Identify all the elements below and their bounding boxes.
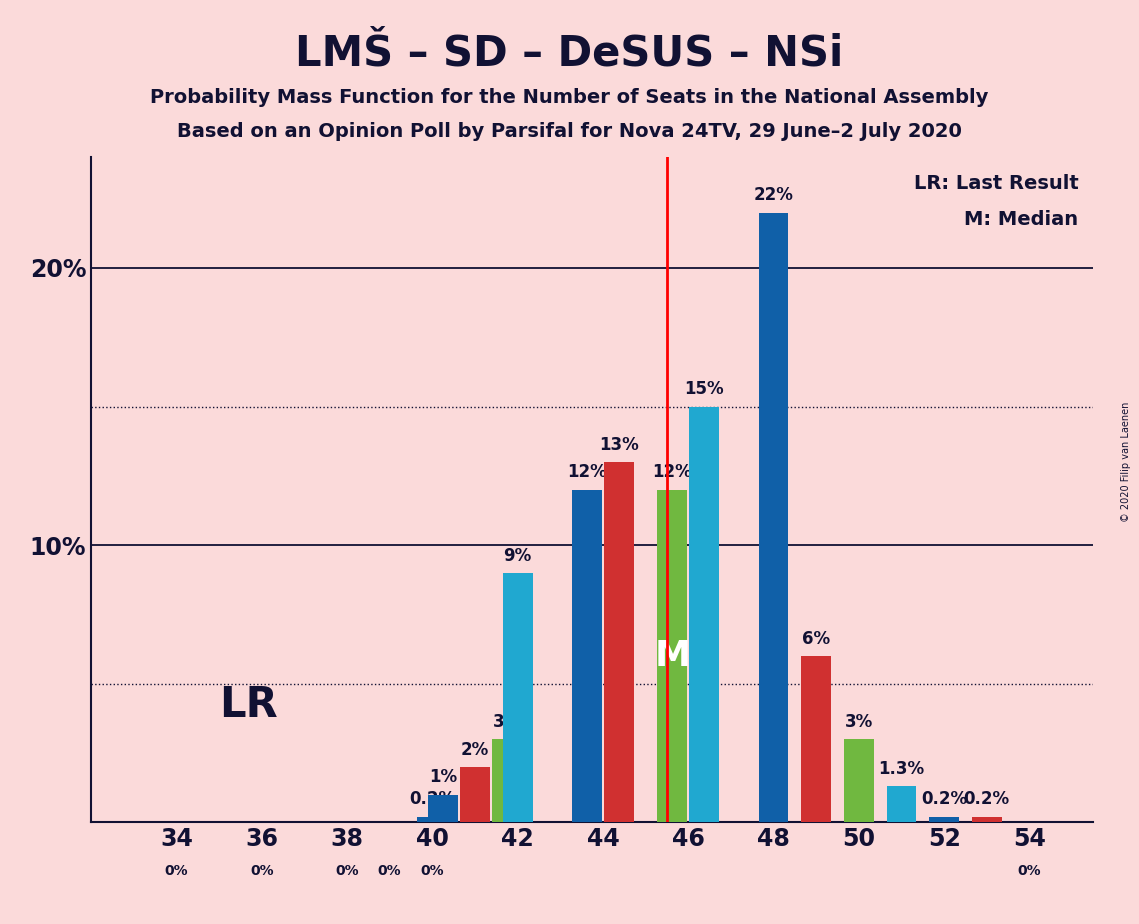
Bar — [417, 817, 448, 822]
Bar — [759, 213, 788, 822]
Bar — [972, 817, 1001, 822]
Text: 0%: 0% — [420, 864, 444, 878]
Text: 0.2%: 0.2% — [964, 791, 1010, 808]
Text: 15%: 15% — [685, 381, 724, 398]
Text: 3%: 3% — [845, 713, 872, 731]
Text: 0%: 0% — [1017, 864, 1041, 878]
Text: M: M — [654, 639, 690, 673]
Text: 12%: 12% — [567, 464, 607, 481]
Bar — [657, 490, 687, 822]
Bar — [801, 656, 831, 822]
Text: 3%: 3% — [493, 713, 522, 731]
Text: Probability Mass Function for the Number of Seats in the National Assembly: Probability Mass Function for the Number… — [150, 88, 989, 107]
Bar — [604, 462, 634, 822]
Text: 1%: 1% — [429, 769, 457, 786]
Bar — [428, 795, 458, 822]
Text: 0.2%: 0.2% — [921, 791, 967, 808]
Text: LR: LR — [219, 684, 278, 726]
Bar — [844, 739, 874, 822]
Text: 22%: 22% — [754, 187, 794, 204]
Bar — [886, 786, 917, 822]
Text: M: Median: M: Median — [965, 211, 1079, 229]
Text: 0%: 0% — [165, 864, 188, 878]
Text: LR: Last Result: LR: Last Result — [913, 174, 1079, 193]
Text: 0.2%: 0.2% — [409, 791, 456, 808]
Text: 1.3%: 1.3% — [878, 760, 925, 778]
Text: 6%: 6% — [802, 630, 830, 648]
Text: 2%: 2% — [461, 741, 489, 759]
Text: LMŠ – SD – DeSUS – NSi: LMŠ – SD – DeSUS – NSi — [295, 32, 844, 74]
Bar — [460, 767, 490, 822]
Text: 13%: 13% — [599, 436, 639, 454]
Text: 12%: 12% — [653, 464, 693, 481]
Bar — [492, 739, 522, 822]
Bar — [929, 817, 959, 822]
Bar — [502, 573, 533, 822]
Text: 0%: 0% — [335, 864, 359, 878]
Text: 9%: 9% — [503, 547, 532, 565]
Text: 0%: 0% — [378, 864, 401, 878]
Bar — [572, 490, 601, 822]
Bar — [689, 407, 719, 822]
Text: 0%: 0% — [249, 864, 273, 878]
Text: Based on an Opinion Poll by Parsifal for Nova 24TV, 29 June–2 July 2020: Based on an Opinion Poll by Parsifal for… — [177, 122, 962, 141]
Text: © 2020 Filip van Laenen: © 2020 Filip van Laenen — [1121, 402, 1131, 522]
